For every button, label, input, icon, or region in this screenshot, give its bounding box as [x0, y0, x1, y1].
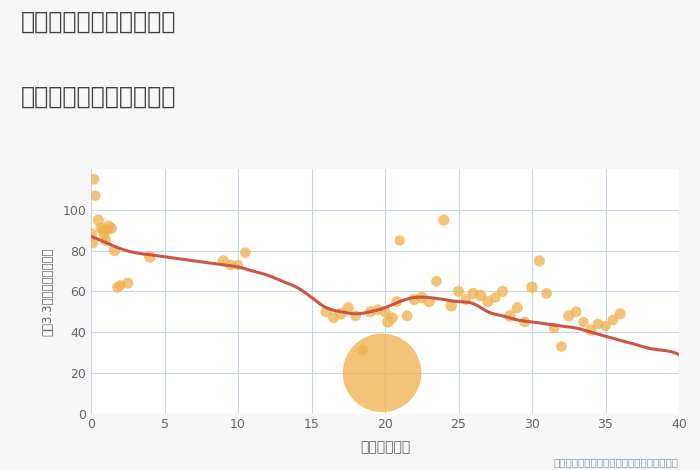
Point [416, 294, 427, 301]
Point [232, 261, 244, 269]
Point [382, 318, 393, 326]
Point [475, 292, 486, 299]
Point [379, 308, 391, 315]
Point [92, 216, 104, 224]
Point [578, 318, 589, 326]
Point [585, 326, 596, 334]
Point [600, 322, 611, 330]
Text: 築年数別中古戸建て価格: 築年数別中古戸建て価格 [21, 85, 176, 109]
Point [109, 247, 120, 254]
Point [85, 231, 97, 238]
Point [519, 318, 531, 326]
Point [90, 192, 101, 199]
Point [526, 283, 538, 291]
Point [365, 308, 376, 315]
Point [87, 239, 98, 246]
Point [534, 257, 545, 265]
Point [106, 225, 117, 232]
Point [512, 304, 523, 312]
Point [556, 343, 567, 350]
Point [386, 314, 398, 321]
Point [431, 277, 442, 285]
Point [615, 310, 626, 318]
Y-axis label: 坪（3.3㎡）単価（万円）: 坪（3.3㎡）単価（万円） [41, 247, 54, 336]
Point [239, 249, 251, 257]
Point [409, 296, 420, 303]
X-axis label: 築年数（年）: 築年数（年） [360, 440, 410, 454]
Point [358, 347, 369, 354]
Point [335, 310, 346, 318]
Point [100, 237, 111, 244]
Point [608, 316, 619, 324]
Point [328, 314, 340, 321]
Point [144, 253, 155, 260]
Point [96, 225, 107, 232]
Text: 兵庫県三田市富士が丘の: 兵庫県三田市富士が丘の [21, 9, 176, 33]
Point [402, 312, 413, 320]
Point [99, 231, 110, 238]
Point [102, 227, 113, 234]
Point [453, 288, 464, 295]
Point [461, 296, 472, 303]
Point [504, 312, 515, 320]
Point [446, 302, 457, 309]
Point [115, 282, 126, 289]
Point [424, 298, 435, 306]
Point [97, 227, 108, 234]
Point [541, 290, 552, 297]
Point [394, 237, 405, 244]
Point [103, 222, 114, 230]
Point [372, 306, 384, 313]
Point [88, 176, 99, 183]
Point [112, 283, 123, 291]
Point [438, 216, 449, 224]
Point [563, 312, 574, 320]
Point [482, 298, 493, 306]
Point [377, 369, 388, 376]
Point [490, 294, 501, 301]
Text: 円の大きさは、取引のあった物件面積を示す: 円の大きさは、取引のあった物件面積を示す [554, 458, 679, 468]
Point [343, 304, 354, 312]
Point [225, 261, 237, 269]
Point [122, 280, 133, 287]
Point [549, 324, 560, 332]
Point [468, 290, 479, 297]
Point [570, 308, 582, 315]
Point [391, 298, 402, 306]
Point [321, 308, 332, 315]
Point [350, 312, 361, 320]
Point [497, 288, 508, 295]
Point [218, 257, 229, 265]
Point [593, 320, 604, 328]
